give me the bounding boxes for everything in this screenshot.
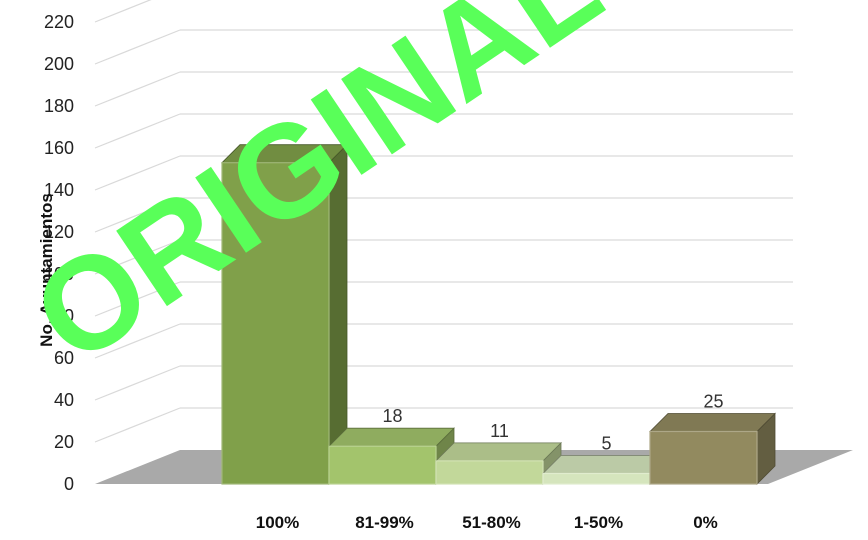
bar — [649, 412, 776, 485]
x-tick-label: 81-99% — [355, 513, 414, 532]
gridline-side — [94, 71, 181, 107]
bar — [435, 441, 562, 485]
bar-top — [328, 427, 455, 447]
data-label: 25 — [703, 392, 723, 412]
bars — [221, 143, 776, 485]
bar-front — [435, 460, 544, 485]
y-tick-label: 40 — [54, 390, 74, 410]
bar-front — [542, 472, 651, 485]
gridline-side — [94, 197, 181, 233]
y-axis-ticks: 0 20 40 60 80 100 120 140 160 180 200 220 — [44, 12, 74, 494]
y-tick-label: 160 — [44, 138, 74, 158]
data-label: 153 — [270, 123, 300, 143]
x-tick-label: 51-80% — [462, 513, 521, 532]
bar — [542, 454, 669, 485]
y-tick-label: 0 — [64, 474, 74, 494]
gridline-side — [94, 407, 181, 443]
y-tick-label: 80 — [54, 306, 74, 326]
x-tick-label: 1-50% — [574, 513, 623, 532]
y-tick-label: 20 — [54, 432, 74, 452]
gridline-side — [94, 323, 181, 359]
y-tick-label: 60 — [54, 348, 74, 368]
bar-front — [328, 445, 437, 485]
bar-front — [221, 162, 330, 485]
data-label: 18 — [382, 406, 402, 426]
gridline-side — [94, 281, 181, 317]
x-axis-categories: 100% 81-99% 51-80% 1-50% 0% — [256, 513, 718, 532]
y-tick-label: 200 — [44, 54, 74, 74]
data-label: 11 — [490, 421, 509, 441]
gridline-side — [94, 155, 181, 191]
y-axis-title: No. Ayuntamientos — [37, 193, 56, 347]
bar-front — [649, 430, 758, 485]
bar — [221, 143, 348, 485]
x-tick-label: 0% — [693, 513, 718, 532]
bar — [328, 427, 455, 485]
y-tick-label: 220 — [44, 12, 74, 32]
gridline-side — [94, 365, 181, 401]
y-tick-label: 120 — [44, 222, 74, 242]
data-label: 5 — [601, 434, 611, 454]
y-tick-label: 180 — [44, 96, 74, 116]
bar-top — [435, 442, 562, 462]
gridline-side — [94, 0, 152, 23]
x-tick-label: 100% — [256, 513, 299, 532]
bar-top — [542, 455, 669, 474]
gridline-side — [94, 239, 181, 275]
bar-top — [649, 413, 776, 432]
gridline-side — [94, 29, 181, 65]
y-tick-label: 100 — [44, 264, 74, 284]
gridline-side — [94, 113, 181, 149]
data-labels: 153 18 11 5 25 — [270, 123, 723, 454]
y-tick-label: 140 — [44, 180, 74, 200]
